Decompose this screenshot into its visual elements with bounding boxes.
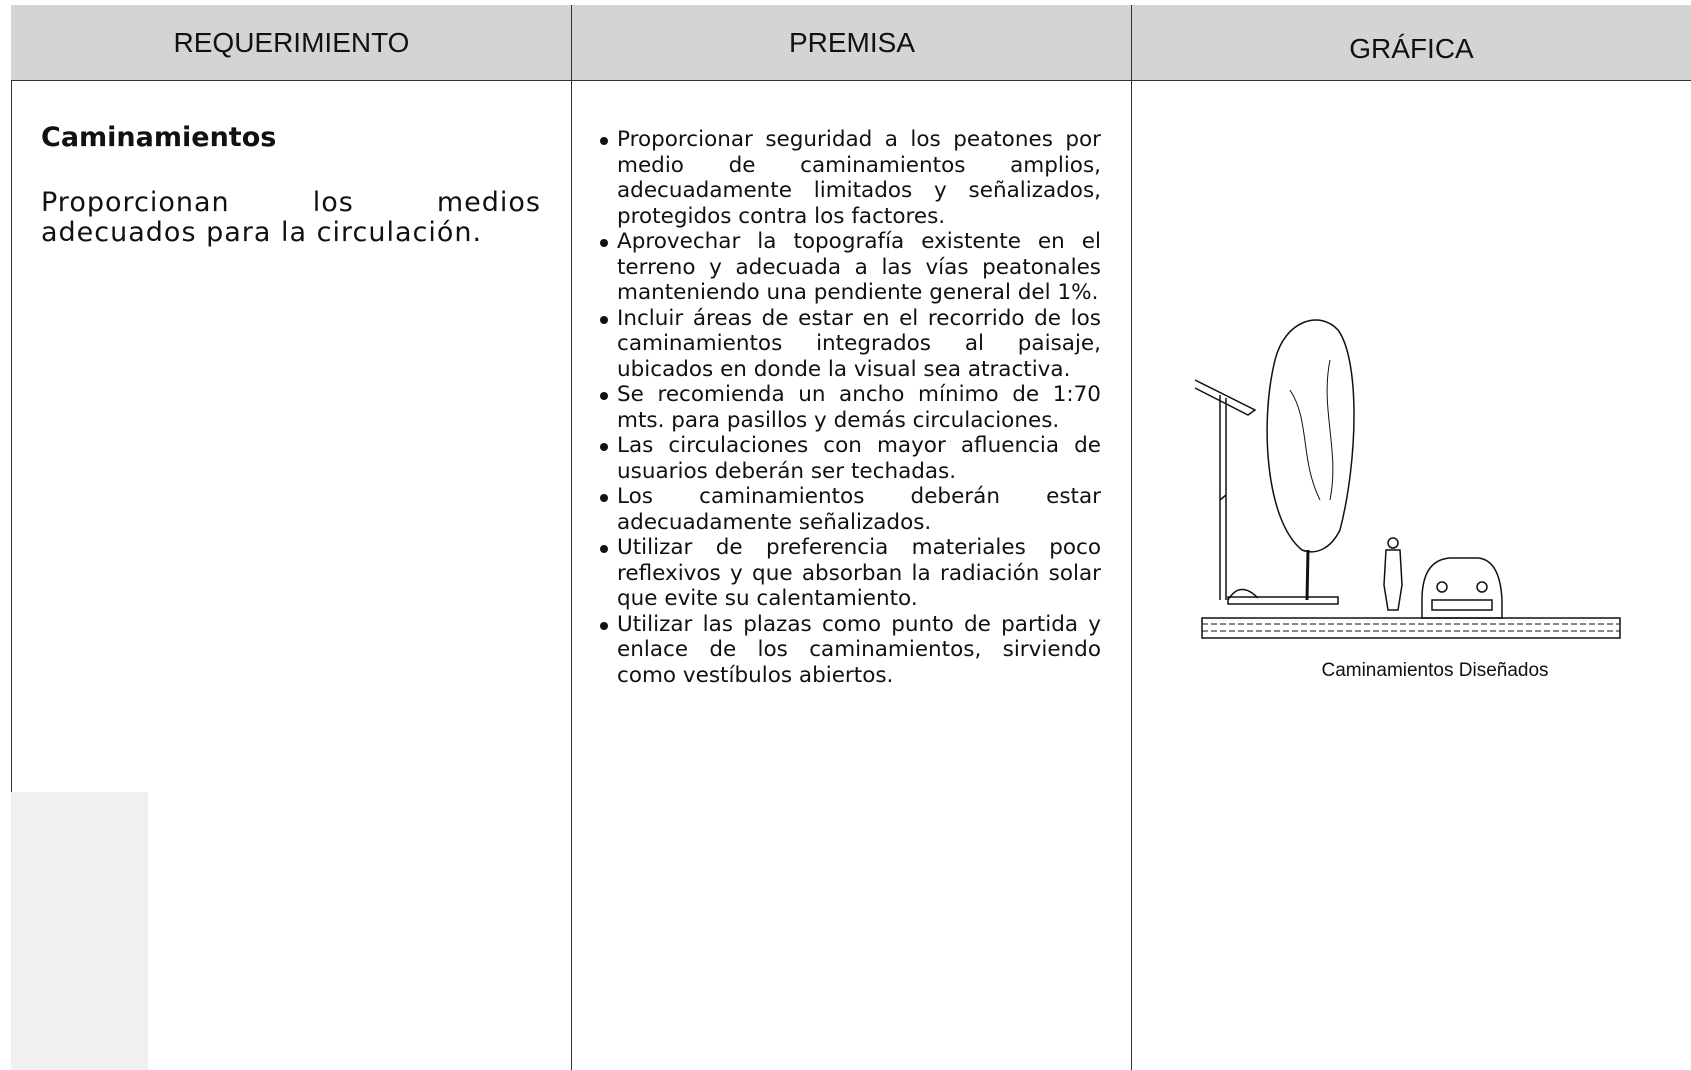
requirement-description: Proporcionan los medios adecuados para l… — [41, 187, 541, 248]
column-divider — [571, 5, 572, 1070]
premise-item: Proporcionar seguridad a los peatones po… — [598, 127, 1101, 229]
premise-list: Proporcionar seguridad a los peatones po… — [598, 127, 1101, 688]
premise-item: Los caminamientos deberán estar adecuada… — [598, 484, 1101, 535]
premise-item: Utilizar las plazas como punto de partid… — [598, 612, 1101, 689]
grey-block — [11, 792, 148, 1070]
premise-item: Se recomienda un ancho mínimo de 1:70 mt… — [598, 382, 1101, 433]
graphic-caption: Caminamientos Diseñados — [1321, 660, 1549, 681]
premise-item: Incluir áreas de estar en el recorrido d… — [598, 306, 1101, 383]
column-divider — [1131, 5, 1132, 1070]
premise-item: Aprovechar la topografía existente en el… — [598, 229, 1101, 306]
illustration — [1194, 319, 1621, 639]
header-cell: GRÁFICA — [1132, 5, 1691, 81]
header-cell: PREMISA — [572, 5, 1132, 81]
premise-item: Utilizar de preferencia materiales poco … — [598, 535, 1101, 612]
requirement-title: Caminamientos — [41, 122, 277, 153]
premise-item: Las circulaciones con mayor afluencia de… — [598, 433, 1101, 484]
header-cell: REQUERIMIENTO — [11, 5, 572, 81]
